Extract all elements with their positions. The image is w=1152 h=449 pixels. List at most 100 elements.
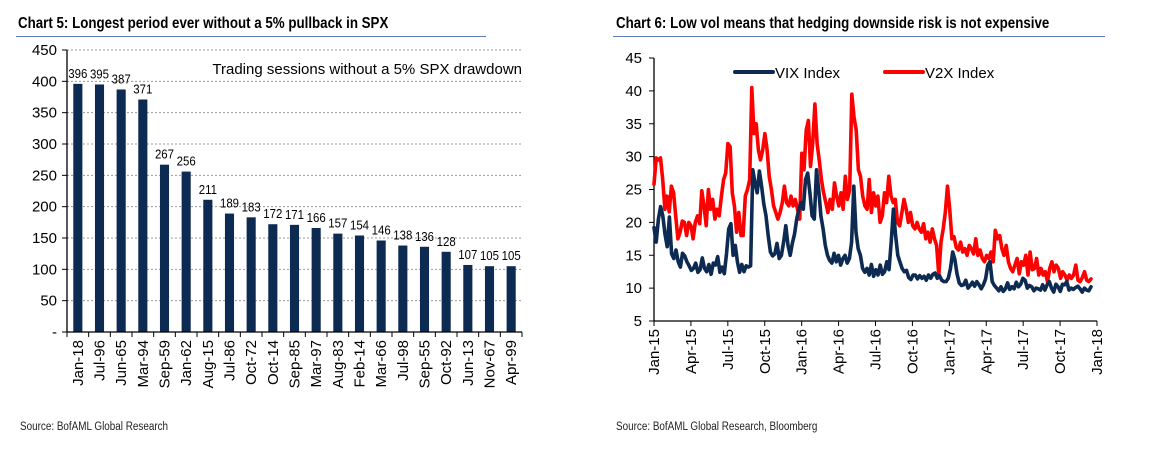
chart6-y-tick-label: 20 [625, 214, 642, 231]
chart6-y-tick-label: 15 [625, 247, 642, 264]
chart5-x-tick-label: Oct-72 [243, 340, 260, 385]
chart6-x-tick-label: Apr-17 [978, 329, 995, 374]
chart5-bar [376, 240, 386, 332]
chart5-x-tick-label: Jun-65 [113, 340, 130, 386]
chart5-data-label: 387 [112, 72, 131, 87]
chart5-y-tick-label: 50 [40, 293, 57, 310]
chart5-annotation: Trading sessions without a 5% SPX drawdo… [212, 61, 522, 78]
chart5-x-tick-label: Jan-18 [70, 340, 87, 386]
chart6-y-tick-label: 10 [625, 280, 642, 297]
chart5-y-tick-label: 400 [32, 73, 57, 90]
chart6-legend-label-vix: VIX Index [775, 65, 841, 82]
chart5-bars [73, 83, 516, 332]
chart6-title-rule [613, 36, 1105, 37]
chart6-legend-label-v2x: V2X Index [925, 65, 995, 82]
chart6-x-tick-label: Apr-16 [831, 329, 848, 374]
chart5-data-label: 371 [133, 82, 152, 97]
chart6-x-tick-label: Apr-15 [683, 329, 700, 374]
chart5-y-tick-label: 200 [32, 199, 57, 216]
chart5-source: Source: BofAML Global Research [20, 421, 169, 433]
chart6-title: Chart 6: Low vol means that hedging down… [616, 15, 1050, 32]
chart5-bar [289, 224, 300, 332]
chart5-y-tick-label: 450 [32, 42, 57, 59]
chart5-bar [224, 213, 235, 332]
chart5-x-tick-label: Oct-92 [438, 340, 455, 385]
chart5-bar [138, 99, 148, 332]
chart5-data-label: 107 [458, 247, 477, 262]
chart5-bar [398, 245, 408, 332]
chart5-bar [246, 217, 256, 332]
chart5-y-tick-label: - [52, 324, 57, 341]
chart5-x-tick-label: Nov-67 [482, 340, 499, 388]
chart6-x-tick-label: Oct-16 [904, 329, 921, 374]
chart5-title-rule [16, 36, 486, 37]
chart6-x-tick-labels: Jan-15 Apr-15 Jul-15 Oct-15 Jan-16 Apr-16 Jul-… [646, 329, 1106, 375]
chart5-x-tick-label: Mar-97 [308, 340, 325, 388]
chart5-data-label: 183 [242, 200, 261, 215]
chart5-data-label: 171 [285, 207, 304, 222]
chart6-legend: VIX Index V2X Index [733, 65, 995, 82]
chart6-y-tick-label: 45 [625, 50, 642, 67]
chart5-bar [333, 233, 343, 332]
chart5-data-label: 211 [199, 182, 217, 197]
chart6-x-tick-label: Jul-17 [1015, 329, 1032, 370]
chart5-data-label: 138 [393, 228, 412, 243]
chart5-bar [463, 264, 473, 332]
chart6-y-tick-label: 5 [634, 313, 642, 330]
chart5-x-tick-label: Sep-85 [287, 340, 304, 388]
chart5-data-label: 146 [372, 223, 391, 238]
chart6-y-tick-label: 25 [625, 182, 642, 199]
chart5-data-label: 267 [155, 147, 174, 162]
chart5-data-label: 395 [90, 67, 109, 82]
chart5-x-tick-label: Aug-15 [200, 340, 217, 388]
chart5-x-tick-label: Jul-98 [395, 340, 412, 381]
chart6-x-tick-label: Oct-17 [1052, 329, 1069, 374]
chart5-data-label: 157 [328, 216, 347, 231]
chart6-x-tick-label: Jul-15 [720, 329, 737, 370]
chart5-x-tick-label: Apr-99 [503, 340, 520, 385]
chart5-data-label: 128 [437, 234, 456, 249]
chart5-data-label: 172 [263, 207, 282, 222]
chart5-data-label: 105 [480, 249, 499, 264]
chart5-bar [354, 235, 365, 332]
chart5-bar [116, 89, 126, 332]
chart5-bar [203, 199, 213, 332]
chart6-series [652, 85, 1093, 294]
chart5-y-tick-label: 300 [32, 136, 57, 153]
chart5-x-tick-label: Jul-86 [222, 340, 239, 381]
chart5-x-tick-label: Feb-14 [352, 340, 369, 388]
chart5-data-label: 189 [220, 196, 239, 211]
chart5-data-label: 256 [177, 154, 196, 169]
chart5-data-label: 136 [415, 229, 434, 244]
chart5-x-tick-label: Aug-83 [330, 340, 347, 388]
chart6-x-tick-label: Oct-15 [757, 329, 774, 374]
chart5-y-tick-labels: - 50 100 150 200 250 300 350 400 450 [32, 42, 57, 341]
chart5-x-tick-label: Mar-94 [135, 340, 152, 388]
chart6-x-tick-label: Jan-17 [941, 329, 958, 375]
chart6-source: Source: BofAML Global Research, Bloomber… [616, 421, 818, 433]
chart6-y-tick-label: 30 [625, 149, 642, 166]
chart6-y-tick-labels: 5 10 15 20 25 30 35 40 45 [625, 50, 642, 330]
chart5-title: Chart 5: Longest period ever without a 5… [18, 15, 389, 32]
chart5-x-tick-label: Mar-66 [373, 340, 390, 388]
chart5-x-tick-label: Jul-96 [92, 340, 109, 381]
chart6-x-tick-label: Jul-16 [868, 329, 885, 370]
chart5-data-label: 105 [502, 249, 521, 264]
chart6-x-tick-label: Jan-15 [646, 329, 663, 375]
chart5-data-label: 166 [307, 210, 326, 225]
chart5-x-tick-label: Sep-59 [157, 340, 174, 388]
chart5-x-tick-label: Jun-13 [460, 340, 477, 386]
chart5-axes [62, 49, 523, 337]
chart6-x-tick-label: Jan-16 [794, 329, 811, 375]
chart5-bar [311, 227, 321, 332]
chart5-x-tick-label: Oct-14 [265, 340, 282, 385]
chart5-y-tick-label: 350 [32, 105, 57, 122]
chart5-bar [419, 246, 430, 332]
chart5-bar [506, 266, 516, 332]
chart5-x-tick-labels: Jan-18 Jul-96 Jun-65 Mar-94 Sep-59 Jan-62 Aug-… [70, 340, 520, 388]
chart6-line-v2x [652, 85, 1093, 284]
chart6-x-tick-label: Jan-18 [1089, 329, 1106, 375]
